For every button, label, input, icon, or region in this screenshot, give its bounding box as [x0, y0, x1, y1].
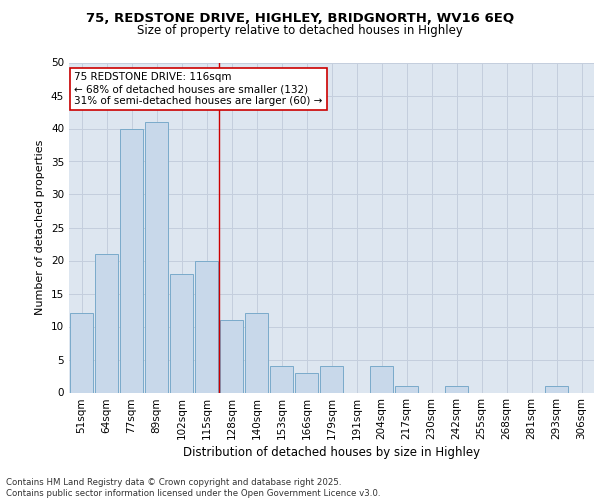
Text: 75 REDSTONE DRIVE: 116sqm
← 68% of detached houses are smaller (132)
31% of semi: 75 REDSTONE DRIVE: 116sqm ← 68% of detac… [74, 72, 323, 106]
Bar [320, 366, 343, 392]
Bar [170, 274, 193, 392]
Y-axis label: Number of detached properties: Number of detached properties [35, 140, 46, 315]
Text: Size of property relative to detached houses in Highley: Size of property relative to detached ho… [137, 24, 463, 37]
Bar [145, 122, 169, 392]
Bar [194, 260, 218, 392]
Bar [95, 254, 118, 392]
Bar [395, 386, 418, 392]
Bar [245, 314, 268, 392]
Text: 75, REDSTONE DRIVE, HIGHLEY, BRIDGNORTH, WV16 6EQ: 75, REDSTONE DRIVE, HIGHLEY, BRIDGNORTH,… [86, 12, 514, 26]
Bar [370, 366, 394, 392]
Text: Contains HM Land Registry data © Crown copyright and database right 2025.
Contai: Contains HM Land Registry data © Crown c… [6, 478, 380, 498]
Bar [220, 320, 244, 392]
Bar [119, 128, 143, 392]
Bar [269, 366, 293, 392]
Bar [295, 372, 319, 392]
Bar [545, 386, 568, 392]
X-axis label: Distribution of detached houses by size in Highley: Distribution of detached houses by size … [183, 446, 480, 460]
Bar [70, 314, 94, 392]
Bar [445, 386, 469, 392]
